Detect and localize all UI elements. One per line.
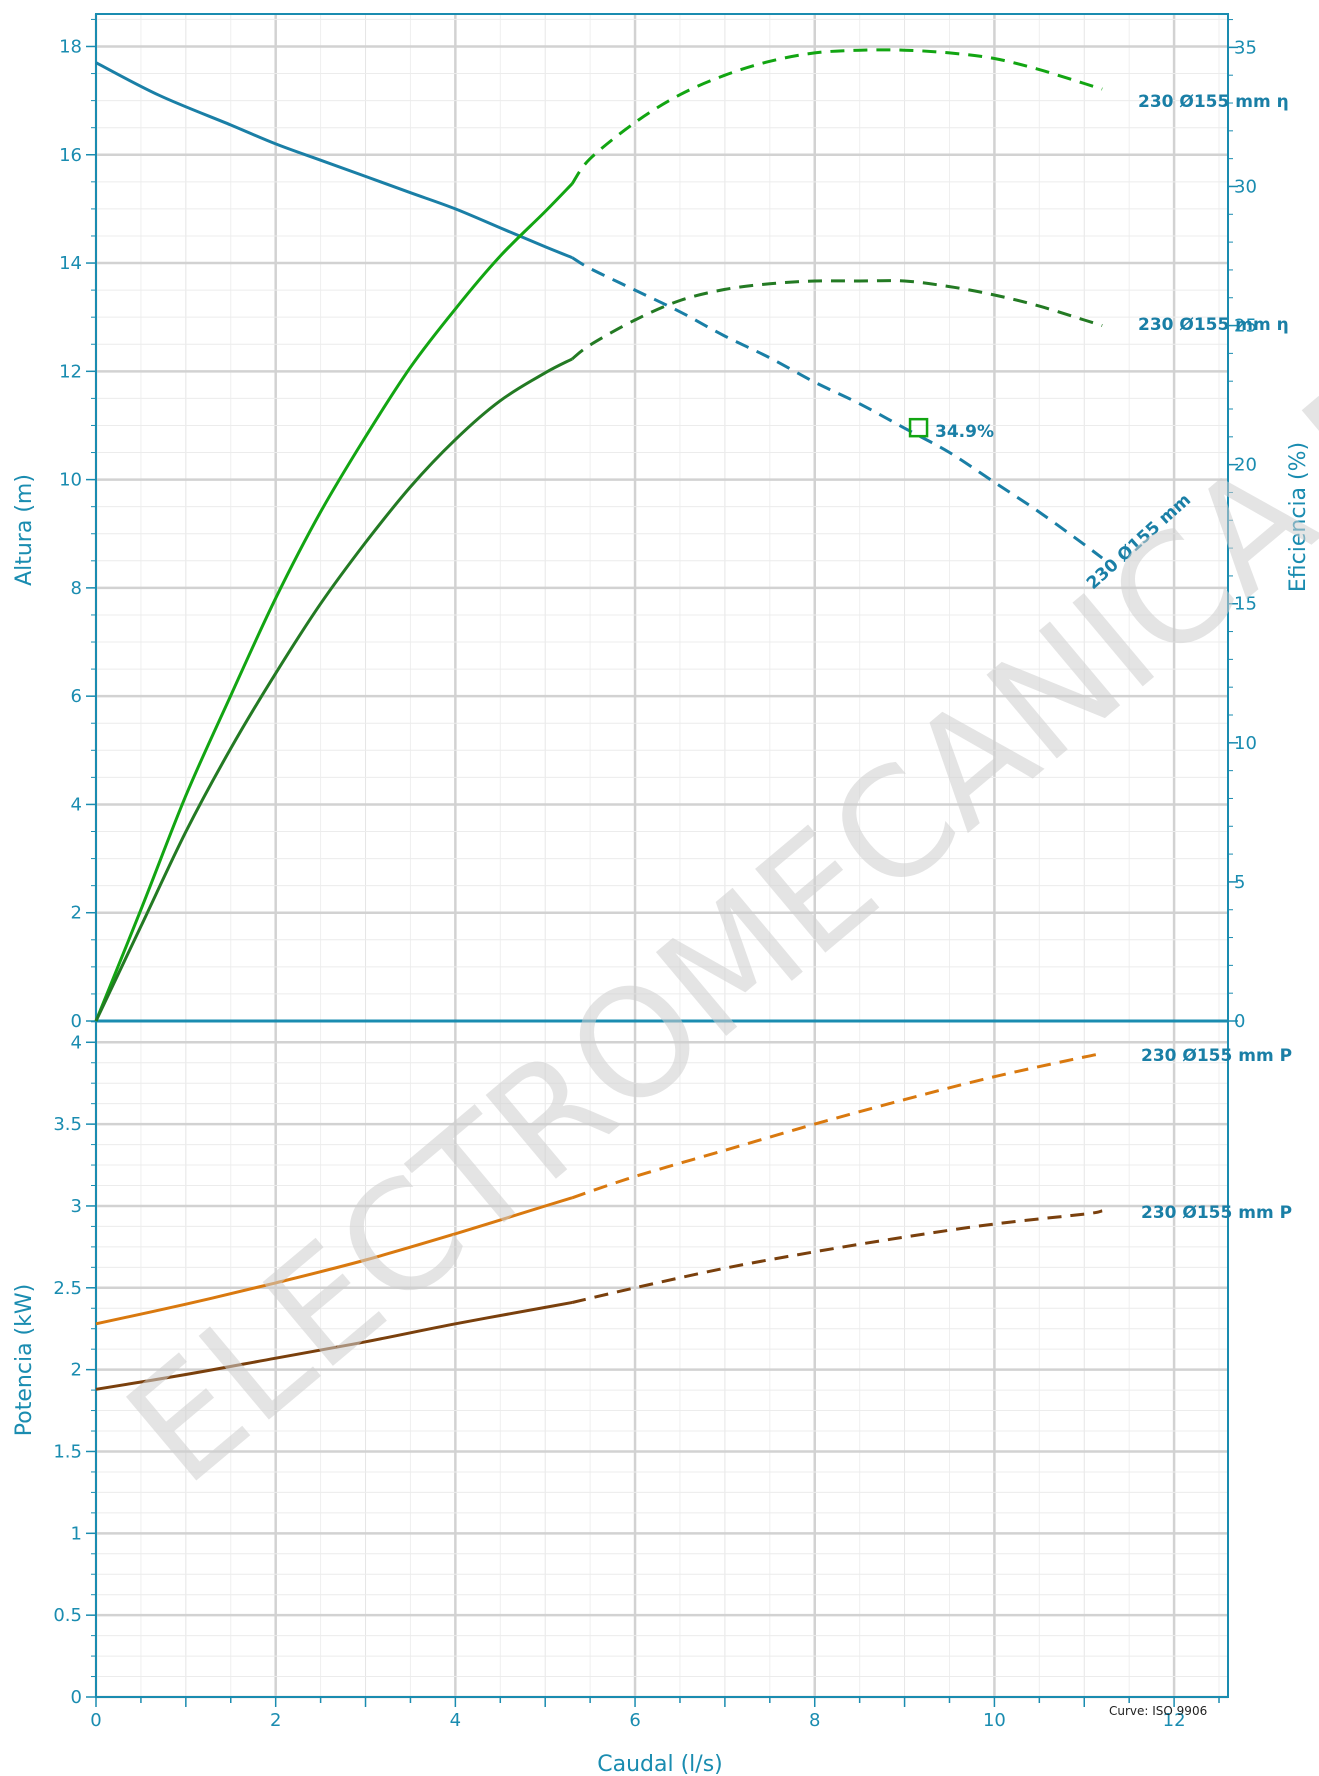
y-tick-label-head: 0 [71,1011,82,1032]
y-tick-label-head: 8 [71,578,82,599]
y-tick-label-power: 3.5 [53,1114,82,1135]
efficiency-curve-2-extrapolated [571,279,1103,361]
x-tick-label: 0 [90,1710,101,1731]
power-curve-label-2: 230 Ø155 mm P [1141,1203,1292,1223]
efficiency-curve-label-2: 230 Ø155 mm η [1138,315,1289,335]
y2-tick-label-efficiency: 25 [1234,316,1257,337]
panel-frames [95,13,1229,1698]
best-efficiency-point-marker [908,417,929,438]
y2-tick-label-efficiency: 10 [1234,733,1257,754]
x-tick-label: 10 [983,1710,1006,1731]
curves-layer [94,48,1104,1391]
head-curve-solid [95,61,573,259]
y2-tick-label-efficiency: 5 [1234,872,1245,893]
power-curve-1-solid [95,1196,573,1326]
y-tick-label-power: 2.5 [53,1278,82,1299]
y-tick-label-power: 1.5 [53,1441,82,1462]
x-tick-label: 12 [1163,1710,1186,1731]
y2-tick-label-efficiency: 0 [1234,1011,1245,1032]
y2-tick-label-efficiency: 30 [1234,176,1257,197]
power-curve-2-extrapolated [571,1209,1103,1304]
power-curve-label-1: 230 Ø155 mm P [1141,1046,1292,1066]
power-curve-1-extrapolated [571,1052,1103,1200]
head-curve-extrapolated [571,256,1104,560]
y-tick-label-head: 18 [59,36,82,57]
efficiency-curve-2-solid [94,357,573,1022]
x-tick-label: 6 [629,1710,640,1731]
power-curve-2-solid [95,1301,573,1391]
standard-footnote: Curve: ISO 9906 [1109,1704,1207,1718]
y2-tick-label-efficiency: 35 [1234,37,1257,58]
efficiency-curve-1-extrapolated [570,48,1103,185]
x-tick-label: 4 [450,1710,461,1731]
y-tick-label-power: 2 [71,1360,82,1381]
y-tick-label-head: 12 [59,361,82,382]
top-panel-frame [95,13,1229,1022]
best-efficiency-marker [908,417,929,438]
x-axis-title: Caudal (l/s) [597,1752,723,1776]
top-panel-grid [94,14,1228,1023]
y-tick-label-power: 0.5 [53,1605,82,1626]
y-tick-label-head: 10 [59,470,82,491]
y-tick-label-power: 3 [71,1196,82,1217]
y-tick-label-power: 4 [71,1032,82,1053]
x-tick-label: 8 [809,1710,820,1731]
efficiency-curve-label-1: 230 Ø155 mm η [1138,92,1289,112]
y2-axis-title-efficiency: Eficiencia (%) [1286,442,1311,592]
y-axis-title-head: Altura (m) [12,474,37,586]
y-tick-label-head: 4 [71,794,82,815]
y-tick-label-head: 16 [59,145,82,166]
y2-tick-label-efficiency: 20 [1234,455,1257,476]
y-tick-label-head: 14 [59,253,82,274]
y-tick-label-power: 0 [71,1687,82,1708]
y-axis-title-power: Potencia (kW) [12,1284,37,1436]
x-tick-label: 2 [270,1710,281,1731]
y-tick-label-head: 6 [71,686,82,707]
y-tick-label-power: 1 [71,1523,82,1544]
axis-ticks: 0 2 4 6 8 10 120246810121416180510152025303500… [53,18,1257,1731]
y-tick-label-head: 2 [71,903,82,924]
best-efficiency-value: 34.9% [935,422,994,442]
efficiency-curve-1-solid [94,182,574,1022]
y2-tick-label-efficiency: 15 [1234,594,1257,615]
watermark: ELECTROMECANICA MM [96,231,1319,1517]
